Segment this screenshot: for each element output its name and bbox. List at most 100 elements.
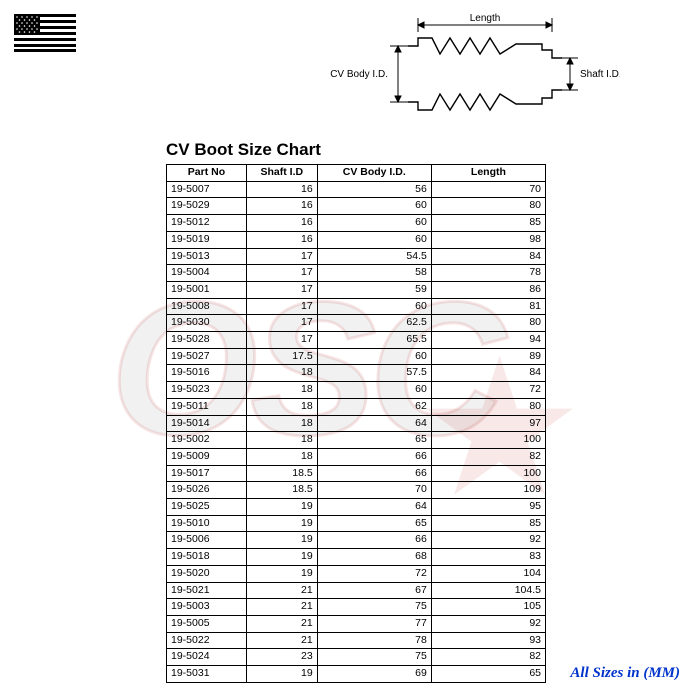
cell-cvbody: 70 <box>317 482 431 499</box>
cell-length: 70 <box>431 181 545 198</box>
cell-shaft: 18.5 <box>246 465 317 482</box>
cell-partno: 19-5022 <box>167 632 247 649</box>
table-row: 19-5005217792 <box>167 615 546 632</box>
cell-cvbody: 75 <box>317 599 431 616</box>
table-row: 19-50161857.584 <box>167 365 546 382</box>
cell-length: 100 <box>431 465 545 482</box>
cell-length: 104 <box>431 565 545 582</box>
table-body: 19-500716567019-502916608019-50121660851… <box>167 181 546 682</box>
cell-length: 85 <box>431 215 545 232</box>
col-header-length: Length <box>431 165 545 182</box>
cell-shaft: 19 <box>246 565 317 582</box>
cell-partno: 19-5006 <box>167 532 247 549</box>
cell-cvbody: 77 <box>317 615 431 632</box>
cell-cvbody: 54.5 <box>317 248 431 265</box>
cell-cvbody: 72 <box>317 565 431 582</box>
table-row: 19-5023186072 <box>167 382 546 399</box>
table-row: 19-50032175105 <box>167 599 546 616</box>
table-row: 19-5018196883 <box>167 549 546 566</box>
table-row: 19-5012166085 <box>167 215 546 232</box>
cell-shaft: 18.5 <box>246 482 317 499</box>
cell-length: 80 <box>431 398 545 415</box>
table-row: 19-50021865100 <box>167 432 546 449</box>
cell-shaft: 18 <box>246 432 317 449</box>
cell-shaft: 18 <box>246 365 317 382</box>
cell-shaft: 18 <box>246 398 317 415</box>
table-row: 19-5007165670 <box>167 181 546 198</box>
cell-shaft: 23 <box>246 649 317 666</box>
cell-cvbody: 60 <box>317 231 431 248</box>
cell-partno: 19-5028 <box>167 332 247 349</box>
table-row: 19-5014186497 <box>167 415 546 432</box>
col-header-cvbody: CV Body I.D. <box>317 165 431 182</box>
cell-length: 72 <box>431 382 545 399</box>
table-row: 19-5022217893 <box>167 632 546 649</box>
table-row: 19-50201972104 <box>167 565 546 582</box>
cell-length: 92 <box>431 532 545 549</box>
cell-shaft: 17 <box>246 265 317 282</box>
cell-partno: 19-5017 <box>167 465 247 482</box>
cell-cvbody: 66 <box>317 448 431 465</box>
cell-partno: 19-5027 <box>167 348 247 365</box>
cell-length: 82 <box>431 448 545 465</box>
cell-shaft: 18 <box>246 448 317 465</box>
table-row: 19-502717.56089 <box>167 348 546 365</box>
cell-cvbody: 57.5 <box>317 365 431 382</box>
cell-partno: 19-5025 <box>167 499 247 516</box>
cell-partno: 19-5004 <box>167 265 247 282</box>
cell-length: 78 <box>431 265 545 282</box>
cell-partno: 19-5014 <box>167 415 247 432</box>
cell-length: 98 <box>431 231 545 248</box>
cell-shaft: 17 <box>246 332 317 349</box>
table-row: 19-5009186682 <box>167 448 546 465</box>
cell-shaft: 21 <box>246 582 317 599</box>
cell-cvbody: 65.5 <box>317 332 431 349</box>
cell-shaft: 21 <box>246 632 317 649</box>
cell-shaft: 17 <box>246 298 317 315</box>
table-row: 19-5006196692 <box>167 532 546 549</box>
cell-partno: 19-5010 <box>167 515 247 532</box>
cell-cvbody: 68 <box>317 549 431 566</box>
diagram-label-cvbody: CV Body I.D. <box>330 69 388 80</box>
table-row: 19-5010196585 <box>167 515 546 532</box>
cell-partno: 19-5012 <box>167 215 247 232</box>
table-row: 19-50301762.580 <box>167 315 546 332</box>
cell-length: 85 <box>431 515 545 532</box>
cell-partno: 19-5011 <box>167 398 247 415</box>
cell-partno: 19-5019 <box>167 231 247 248</box>
cell-cvbody: 67 <box>317 582 431 599</box>
table-row: 19-501718.566100 <box>167 465 546 482</box>
cell-shaft: 16 <box>246 198 317 215</box>
cell-partno: 19-5007 <box>167 181 247 198</box>
cell-partno: 19-5005 <box>167 615 247 632</box>
cell-cvbody: 58 <box>317 265 431 282</box>
col-header-partno: Part No <box>167 165 247 182</box>
cell-shaft: 17.5 <box>246 348 317 365</box>
cell-shaft: 18 <box>246 382 317 399</box>
cell-length: 92 <box>431 615 545 632</box>
cell-cvbody: 64 <box>317 415 431 432</box>
cell-length: 94 <box>431 332 545 349</box>
cell-length: 84 <box>431 365 545 382</box>
cell-length: 109 <box>431 482 545 499</box>
cell-partno: 19-5002 <box>167 432 247 449</box>
table-row: 19-5031196965 <box>167 666 546 683</box>
table-row: 19-5029166080 <box>167 198 546 215</box>
cell-partno: 19-5023 <box>167 382 247 399</box>
cell-cvbody: 60 <box>317 198 431 215</box>
cell-shaft: 16 <box>246 181 317 198</box>
table-row: 19-5025196495 <box>167 499 546 516</box>
cell-partno: 19-5029 <box>167 198 247 215</box>
cell-length: 83 <box>431 549 545 566</box>
cell-length: 80 <box>431 315 545 332</box>
table-row: 19-5024237582 <box>167 649 546 666</box>
cell-partno: 19-5016 <box>167 365 247 382</box>
table-row: 19-5001175986 <box>167 281 546 298</box>
cell-partno: 19-5024 <box>167 649 247 666</box>
cell-cvbody: 60 <box>317 382 431 399</box>
cell-cvbody: 59 <box>317 281 431 298</box>
table-header-row: Part No Shaft I.D CV Body I.D. Length <box>167 165 546 182</box>
cell-length: 89 <box>431 348 545 365</box>
table-row: 19-50131754.584 <box>167 248 546 265</box>
cell-cvbody: 60 <box>317 298 431 315</box>
